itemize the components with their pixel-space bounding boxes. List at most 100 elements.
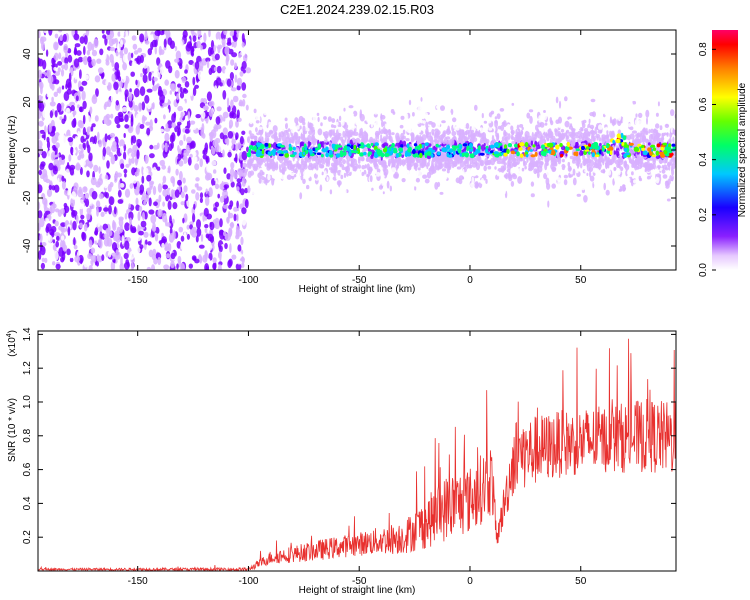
heatmap-cell — [125, 163, 130, 168]
heatmap-cell — [249, 183, 252, 189]
heatmap-cell — [104, 133, 108, 143]
heatmap-cell — [42, 109, 49, 119]
heatmap-cell — [401, 178, 406, 183]
heatmap-cell — [354, 171, 357, 178]
heatmap-cell — [540, 135, 546, 142]
heatmap-cell — [235, 135, 238, 141]
heatmap-cell — [205, 57, 211, 63]
heatmap-cell — [391, 181, 395, 186]
heatmap-cell — [422, 159, 427, 165]
heatmap-cell — [262, 140, 265, 145]
heatmap-cell — [219, 183, 225, 190]
heatmap-cell — [236, 213, 239, 222]
heatmap-cell — [510, 154, 515, 159]
heatmap-cell — [435, 157, 440, 165]
heatmap-cell — [87, 163, 94, 168]
heatmap-cell — [77, 189, 83, 198]
heatmap-cell — [402, 140, 407, 146]
heatmap-cell — [81, 90, 86, 101]
heatmap-cell — [635, 133, 640, 139]
heatmap-cell — [507, 159, 511, 166]
heatmap-cell — [495, 133, 499, 137]
heatmap-cell — [46, 264, 51, 269]
heatmap-peak — [650, 144, 656, 148]
heatmap-cell — [187, 255, 191, 261]
heatmap-cell — [296, 171, 301, 178]
heatmap-cell — [143, 231, 149, 238]
heatmap-cell — [285, 129, 289, 134]
heatmap-cell — [183, 149, 188, 160]
heatmap-peak — [303, 143, 307, 148]
heatmap-cell — [198, 244, 205, 249]
heatmap-cell — [158, 232, 162, 242]
heatmap-peak — [380, 152, 385, 158]
heatmap-peak — [619, 139, 624, 143]
heatmap-cell — [102, 146, 107, 157]
heatmap-cell — [348, 105, 354, 109]
heatmap-peak — [398, 147, 403, 152]
heatmap-cell — [522, 158, 526, 167]
heatmap-cell — [274, 178, 280, 185]
heatmap-cell — [168, 233, 175, 243]
heatmap-cell — [241, 82, 247, 91]
heatmap-peak — [435, 143, 439, 148]
heatmap-cell — [162, 175, 167, 184]
heatmap-cell — [176, 263, 179, 270]
heatmap-peak — [363, 151, 367, 156]
heatmap-cell — [551, 166, 557, 173]
heatmap-cell — [236, 77, 243, 87]
heatmap-cell — [265, 120, 268, 126]
heatmap-cell — [419, 120, 425, 124]
heatmap-cell — [228, 37, 232, 45]
heatmap-cell — [162, 30, 165, 34]
heatmap-cell — [96, 254, 100, 262]
heatmap-cell — [49, 110, 54, 119]
heatmap-cell — [341, 139, 344, 145]
heatmap-cell — [106, 160, 110, 169]
heatmap-cell — [91, 190, 98, 200]
heatmap-cell — [499, 108, 505, 112]
heatmap-peak — [325, 146, 329, 151]
heatmap-cell — [100, 73, 104, 80]
heatmap-cell — [240, 66, 244, 72]
heatmap-cell — [170, 189, 175, 198]
heatmap-cell — [174, 69, 180, 79]
heatmap-cell — [386, 115, 392, 123]
heatmap-cell — [176, 93, 180, 100]
heatmap-cell — [353, 165, 357, 172]
heatmap-cell — [124, 173, 127, 178]
heatmap-cell — [141, 114, 146, 125]
heatmap-cell — [414, 182, 419, 187]
heatmap-cell — [182, 217, 185, 224]
heatmap-cell — [124, 240, 130, 250]
heatmap-cell — [502, 120, 507, 128]
heatmap-cell — [246, 251, 251, 259]
heatmap-cell — [208, 243, 213, 251]
heatmap-cell — [386, 180, 390, 189]
heatmap-cell — [284, 117, 288, 122]
heatmap-cell — [532, 123, 536, 130]
heatmap-cell — [191, 189, 196, 194]
heatmap-cell — [378, 185, 383, 190]
heatmap-peak — [302, 146, 305, 152]
heatmap-cell — [535, 124, 539, 131]
heatmap-cell — [629, 101, 633, 108]
heatmap-cell — [227, 131, 234, 139]
heatmap-cell — [242, 162, 247, 168]
heatmap-cell — [47, 150, 52, 160]
heatmap-peak — [277, 150, 282, 154]
heatmap-cell — [163, 264, 170, 270]
heatmap-cell — [43, 30, 48, 34]
heatmap-cell — [222, 204, 229, 209]
heatmap-cell — [192, 76, 196, 86]
heatmap-cell — [298, 115, 304, 124]
snr-panel: -150 -100 -50 0 50 0.20.40.60.81.01.21.4 Hei… — [6, 327, 677, 596]
heatmap-cell — [656, 173, 661, 178]
heatmap-cell — [424, 187, 429, 192]
heatmap-cell — [500, 111, 506, 118]
heatmap-cell — [70, 67, 74, 77]
heatmap-cell — [351, 161, 354, 166]
heatmap-cell — [119, 118, 124, 122]
heatmap-peak — [430, 153, 434, 158]
heatmap-cell — [160, 258, 165, 264]
